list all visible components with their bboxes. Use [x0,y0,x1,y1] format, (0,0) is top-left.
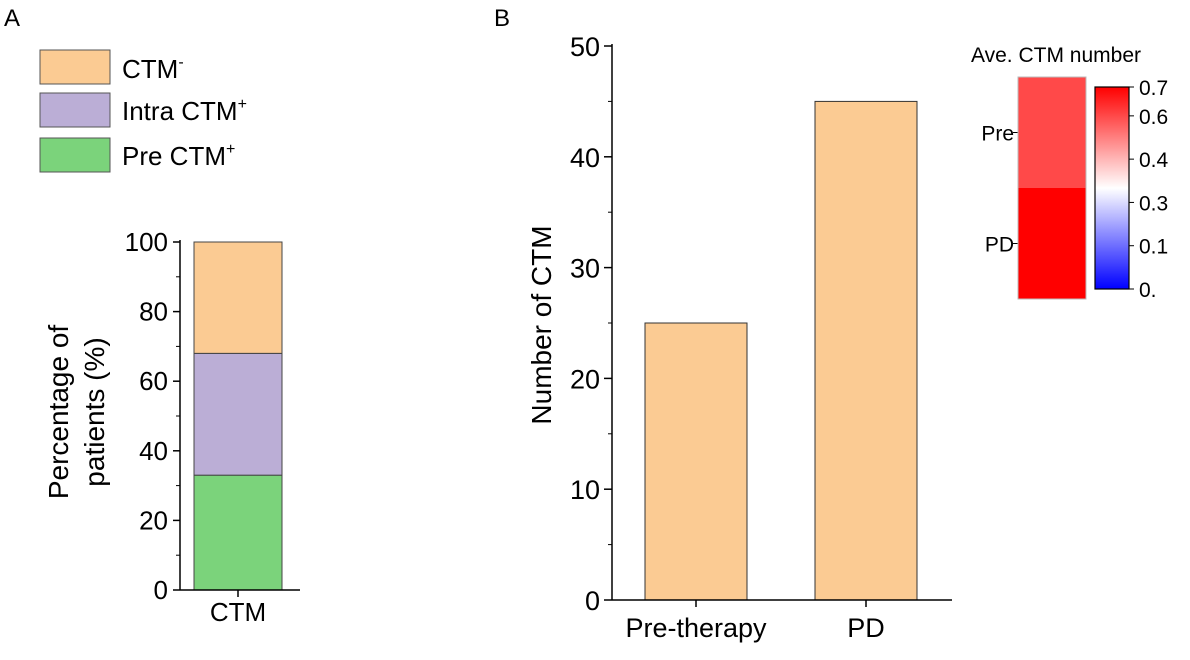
colorbar [1094,86,1130,290]
heatmap-border [1017,76,1087,300]
chart-b-ytick-label: 40 [570,143,600,173]
chart-b-ytick-label: 10 [570,475,600,505]
heatmap-cell-pd [1018,188,1086,299]
legend-swatch-pre-ctm [39,137,111,173]
chart-a-ytick-label: 20 [139,505,168,535]
chart-a-ytick-label: 0 [154,575,168,605]
heatmap-cell-pre [1018,77,1086,188]
chart-a-ytick-label: 60 [139,366,168,396]
colorbar-tick-label: 0.1 [1139,236,1168,259]
legend-label-intra-ctm: Intra CTM+ [122,96,247,126]
chart-b-xtick-label: PD [847,613,885,643]
colorbar-tick-label: 0.6 [1139,106,1168,129]
colorbar-tick-label: 0. [1139,279,1157,302]
chart-a-ylabel-line1: Percentage of [43,325,74,500]
chart-b-ytick-label: 0 [585,586,600,616]
chart-a-xtick-label: CTM [210,597,266,627]
panel-b-label: B [494,5,510,32]
chart-b-ytick-label: 50 [570,32,600,62]
chart-b-ylabel: Number of CTM [526,225,557,424]
bar-segment-ctm- [193,241,283,354]
panel-a-label: A [4,5,20,32]
chart-a-ytick-label: 100 [125,227,168,257]
heatmap: Pre PD 0.7 0.6 0.4 0.3 0.1 0. [981,76,1169,302]
legend-label-ctm-neg: CTM- [122,54,184,84]
legend-swatch-intra-ctm [39,92,111,128]
chart-b: 0 10 20 30 40 50 Pre-therapy PD [570,32,952,643]
heatmap-row-label: PD [985,234,1014,257]
colorbar-tick-label: 0.3 [1139,192,1168,215]
heatmap-row-label: Pre [981,123,1014,146]
bar-pre-therapy [644,322,748,601]
heatmap-title: Ave. CTM number [971,44,1141,67]
colorbar-tick-label: 0.4 [1139,149,1169,172]
chart-b-xtick-label: Pre-therapy [625,613,767,643]
panel-a-legend: CTM- Intra CTM+ Pre CTM+ [39,49,247,173]
colorbar-tick-label: 0.7 [1139,77,1168,100]
bar-segment-pre-ctm- [193,474,283,591]
chart-b-ytick-label: 30 [570,254,600,284]
bar-pd [814,100,918,601]
chart-a-ytick-label: 80 [139,297,168,327]
chart-a-ylabel-line2: patients (%) [79,337,110,486]
chart-a-ytick-label: 40 [139,436,168,466]
chart-a: 0 20 40 60 80 100 CTM [125,227,300,627]
legend-label-pre-ctm: Pre CTM+ [122,141,235,171]
chart-b-ytick-label: 20 [570,364,600,394]
bar-segment-intra-ctm- [193,352,283,476]
legend-swatch-ctm-neg [39,49,111,85]
